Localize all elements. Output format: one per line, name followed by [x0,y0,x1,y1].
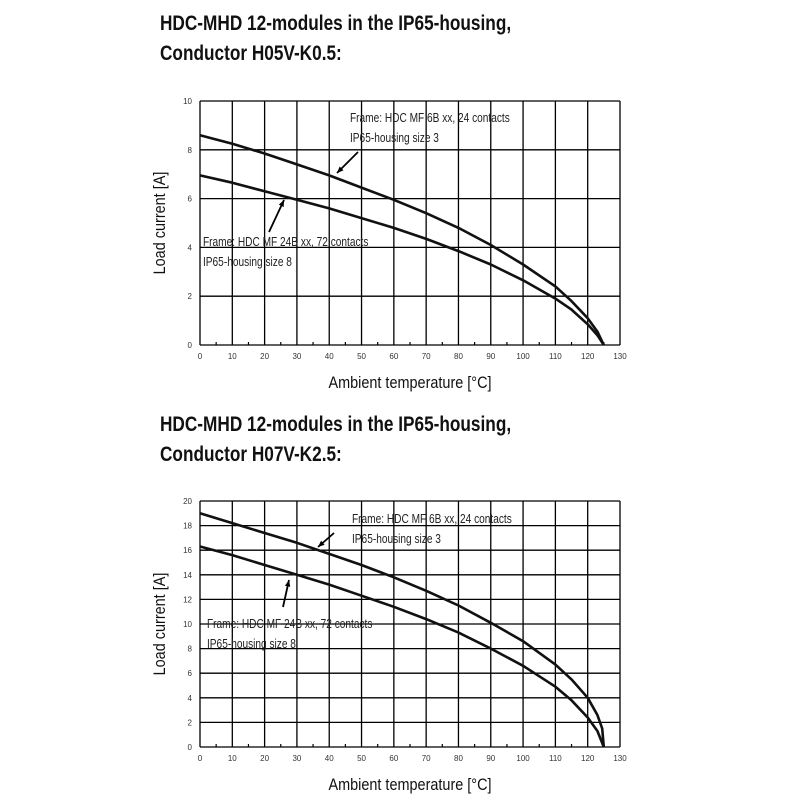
chart1-series-upper-annotation: Frame: HDC MF 6B xx, 24 contacts [350,111,510,125]
chart2-y-tick-label: 8 [188,645,193,654]
chart2-series-upper-line [199,512,606,748]
chart2-y-axis-label: Load current [A] [151,573,169,676]
chart1-y-tick-label: 0 [188,341,193,350]
chart1-y-tick-label: 6 [188,195,193,204]
chart2-y-tick-label: 20 [183,497,192,506]
chart1-y-tick-label: 4 [188,243,193,252]
chart1-x-tick-label: 110 [549,352,562,361]
chart2-y-tick-label: 6 [188,669,193,678]
chart1-series-lower-annotation: IP65-housing size 8 [203,255,292,269]
chart1-series-upper-annotation: IP65-housing size 3 [350,131,439,145]
chart2-x-axis-label: Ambient temperature [°C] [328,776,491,794]
chart1-y-tick-label: 2 [188,292,193,301]
chart1-x-tick-label: 100 [516,352,530,361]
chart2-x-tick-label: 50 [357,754,366,763]
chart2-x-tick-label: 90 [486,754,495,763]
chart1-x-tick-label: 10 [228,352,237,361]
chart2-series-lower-annotation: IP65-housing size 8 [207,637,296,651]
chart1-y-tick-label: 8 [188,146,193,155]
chart2-x-tick-label: 20 [260,754,269,763]
chart1-title-line2: Conductor H05V-K0.5: [160,42,342,65]
chart1-series-lower-annotation: Frame: HDC MF 24B xx, 72 contacts [203,235,369,249]
chart2-series-upper-annotation: IP65-housing size 3 [352,532,441,546]
chart2-y-tick-label: 0 [188,743,193,752]
chart1-title-line1: HDC-MHD 12-modules in the IP65-housing, [160,12,512,35]
chart1-x-tick-label: 60 [389,352,398,361]
chart2-series-lower-line [199,545,606,748]
chart2-y-tick-label: 4 [188,694,193,703]
chart2-y-tick-label: 16 [183,546,192,555]
chart2-x-tick-label: 70 [422,754,431,763]
chart2-y-tick-label: 2 [188,718,193,727]
chart1-x-tick-label: 20 [260,352,269,361]
chart2-y-tick-label: 12 [183,595,192,604]
chart2-title-line1: HDC-MHD 12-modules in the IP65-housing, [160,413,512,436]
chart2-x-tick-label: 30 [292,754,301,763]
chart1-x-tick-label: 30 [292,352,301,361]
chart1-x-tick-label: 70 [422,352,431,361]
chart1-y-tick-label: 10 [183,97,192,106]
chart2-x-tick-label: 0 [198,754,203,763]
chart2-x-tick-label: 120 [581,754,595,763]
chart1-x-axis-label: Ambient temperature [°C] [328,374,491,392]
chart2-x-tick-label: 110 [549,754,562,763]
chart1-series-upper-arrowhead-icon [337,166,344,173]
chart1-x-tick-label: 80 [454,352,463,361]
chart2-x-tick-label: 80 [454,754,463,763]
chart2-y-tick-label: 10 [183,620,192,629]
chart1-x-tick-label: 130 [613,352,627,361]
chart1-y-axis-label: Load current [A] [151,172,169,275]
chart1-x-tick-label: 120 [581,352,595,361]
chart2-y-tick-label: 14 [183,571,192,580]
chart2-series-lower-annotation: Frame: HDC MF 24B xx, 72 contacts [207,617,373,631]
chart2-y-tick-label: 18 [183,522,192,531]
chart1-x-tick-label: 50 [357,352,366,361]
chart2-title-line2: Conductor H07V-K2.5: [160,443,342,466]
chart2-series-upper-annotation: Frame: HDC MF 6B xx, 24 contacts [352,512,512,526]
chart2-x-tick-label: 100 [516,754,530,763]
chart1-x-tick-label: 40 [325,352,334,361]
chart2-x-tick-label: 60 [389,754,398,763]
chart2-x-tick-label: 130 [613,754,627,763]
chart2-x-tick-label: 40 [325,754,334,763]
chart1-series-lower-arrowhead-icon [278,200,284,207]
chart2-series-lower-arrowhead-icon [284,580,291,587]
chart1-series-lower-line [199,174,605,346]
chart1-series-upper-line [199,133,605,346]
chart1-x-tick-label: 0 [198,352,203,361]
chart2-x-tick-label: 10 [228,754,237,763]
chart2-series-upper-arrowhead-icon [318,540,325,547]
chart1-x-tick-label: 90 [486,352,495,361]
